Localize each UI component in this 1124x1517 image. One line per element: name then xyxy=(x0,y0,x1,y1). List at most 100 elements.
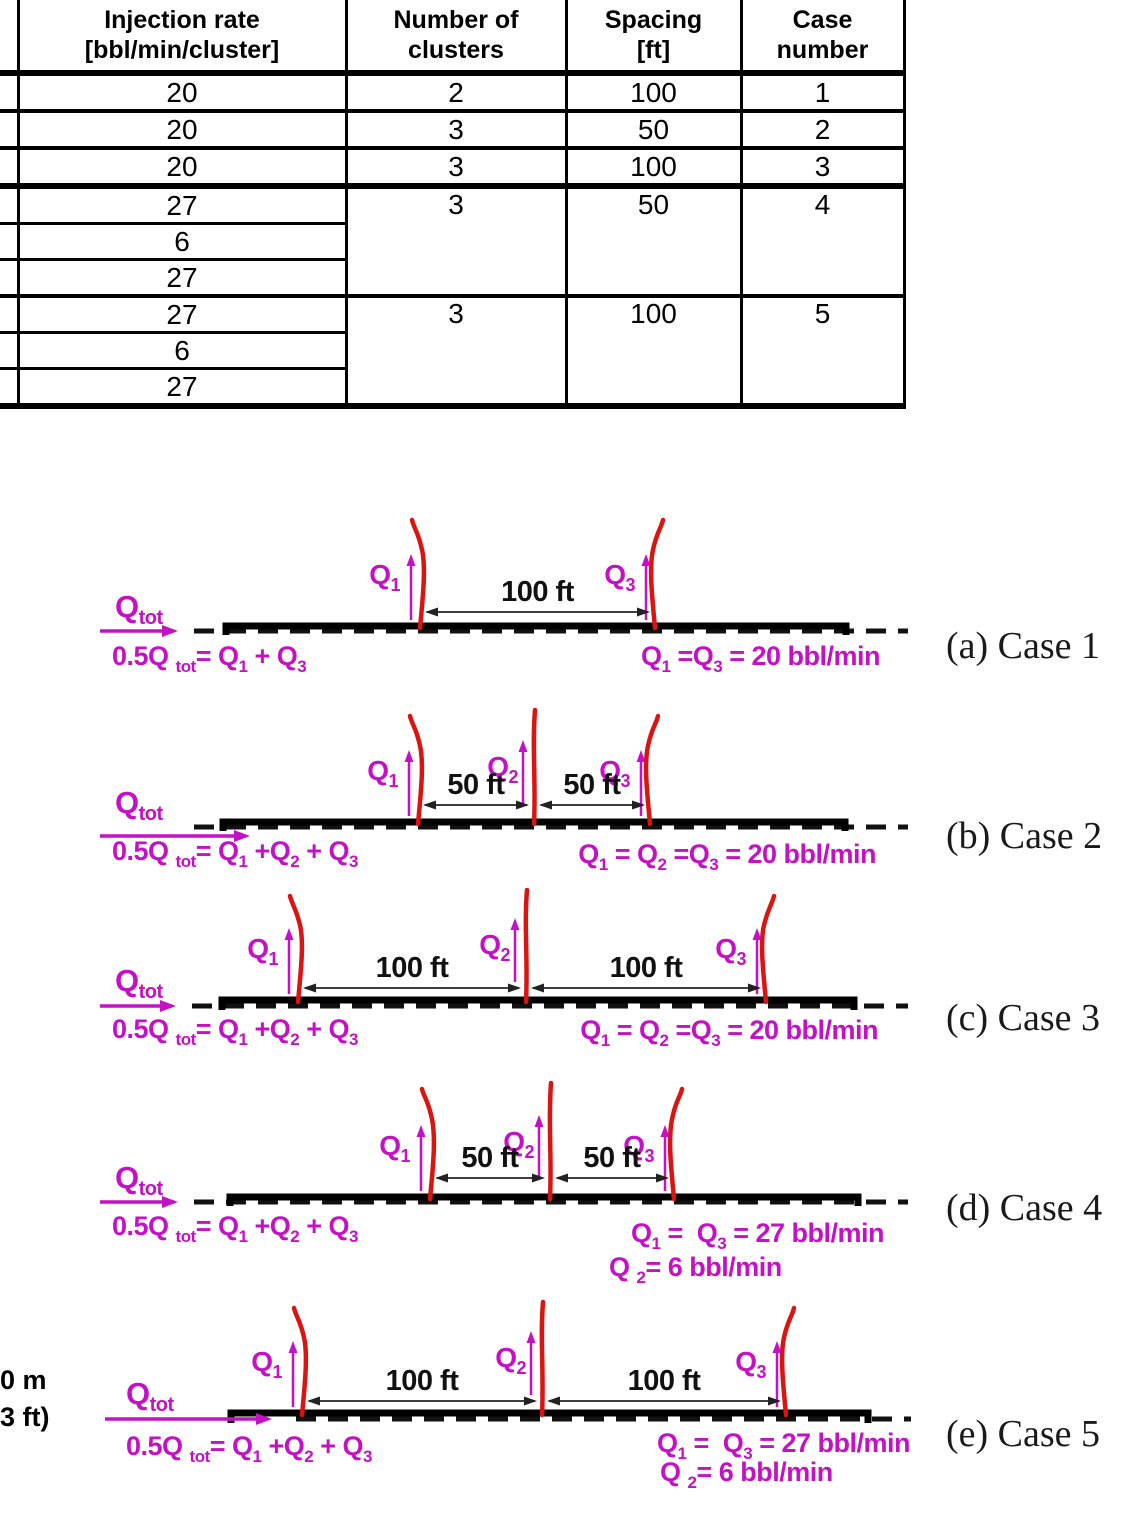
rate-equality: Q1 = Q2 =Q3 = 20 bbl/min xyxy=(580,1015,878,1050)
rate-cell: 27 xyxy=(16,258,348,298)
wellbore-line xyxy=(227,1409,872,1423)
scale-note: 0 m 3 ft) xyxy=(0,1362,90,1436)
header-line: Injection rate xyxy=(104,6,260,34)
spacing-arrow-head xyxy=(435,1173,448,1183)
clusters-cell: 2 xyxy=(344,71,568,113)
case-caption: (a) Case 1 xyxy=(946,625,1100,667)
fracture-rate-arrow-head xyxy=(660,1125,670,1137)
spacing-arrow-head xyxy=(508,983,521,993)
fracture-curve xyxy=(667,1086,685,1202)
spacing-label: 50 ft xyxy=(583,1142,641,1174)
case-cell: 1 xyxy=(739,71,906,113)
flow-total-label: Qtot xyxy=(115,1160,164,1200)
scale-note-line1: 0 m xyxy=(0,1365,47,1395)
spacing-arrow-head xyxy=(768,1396,781,1406)
spacing-arrow-head xyxy=(632,800,645,810)
fracture-curve xyxy=(547,1080,554,1202)
stub-cell xyxy=(0,331,20,370)
fracture-rate-label: Q2 xyxy=(503,1126,534,1162)
cases-table: Injection rate [bbl/min/cluster] Number o… xyxy=(0,0,906,409)
spacing-cell: 100 xyxy=(564,146,743,189)
spacing-cell: 50 xyxy=(564,109,743,150)
fracture-rate-label: Q2 xyxy=(479,929,510,965)
fracture-rate-arrow-head xyxy=(534,1115,544,1127)
fracture-rate-label: Q1 xyxy=(379,1130,410,1166)
fracture-rate-arrow-head xyxy=(406,554,416,566)
clusters-cell: 3 xyxy=(344,294,568,409)
rate-equality: Q1 = Q3 = 27 bbl/min xyxy=(657,1428,910,1463)
spacing-arrow-head xyxy=(524,1396,537,1406)
flow-split-formula: 0.5Q tot= Q1 +Q2 + Q3 xyxy=(112,1014,358,1049)
spacing-arrow-head xyxy=(303,983,316,993)
case-caption: (e) Case 5 xyxy=(946,1413,1100,1455)
spacing-arrow-head xyxy=(531,983,544,993)
fracture-curve xyxy=(291,1305,309,1418)
spacing-label: 50 ft xyxy=(563,769,621,801)
table-header-row: Injection rate [bbl/min/cluster] Number o… xyxy=(0,0,906,76)
flow-split-formula: 0.5Q tot= Q1 +Q2 + Q3 xyxy=(126,1431,372,1466)
fracture-curve xyxy=(407,713,425,827)
case-caption: (b) Case 2 xyxy=(946,815,1102,857)
stub-cell xyxy=(0,367,20,409)
diagram-e: Qtot Q1 Q2 Q3 100 ft 100 ft 0.5Q tot= Q1 +Q2 +… xyxy=(105,1299,1100,1492)
header-line: Case xyxy=(792,6,853,34)
wellbore-line xyxy=(222,622,850,635)
fracture-rate-arrow-head xyxy=(641,554,651,566)
stub-cell xyxy=(0,71,20,113)
fracture-curve xyxy=(539,1299,546,1418)
col-header-number-of-clusters: Number of clusters xyxy=(344,0,568,76)
case-cell: 3 xyxy=(739,146,906,189)
spacing-cell: 50 xyxy=(564,184,743,298)
fracture-curve xyxy=(648,517,666,631)
spacing-arrow-head xyxy=(539,800,552,810)
spacing-label: 50 ft xyxy=(461,1142,519,1174)
rate-cell: 20 xyxy=(16,146,348,189)
spacing-arrow-head xyxy=(307,1396,320,1406)
fracture-rate-label: Q2 xyxy=(495,1342,526,1378)
scale-note-line2: 3 ft) xyxy=(0,1402,50,1432)
rate-equality: Q1 = Q2 =Q3 = 20 bbl/min xyxy=(578,839,876,874)
fracture-rate-label: Q3 xyxy=(604,559,635,595)
spacing-label: 100 ft xyxy=(610,952,684,984)
stub-cell xyxy=(0,109,20,150)
header-line: Number of xyxy=(393,6,519,34)
flow-total-label: Qtot xyxy=(126,1376,175,1416)
col-header-case-number: Case number xyxy=(739,0,906,76)
flow-split-formula: 0.5Q tot= Q1 + Q3 xyxy=(112,641,306,676)
wellbore-line xyxy=(218,996,858,1010)
table-row-case-4: 6 xyxy=(0,222,904,261)
clusters-cell: 3 xyxy=(344,109,568,150)
spacing-arrow-head xyxy=(532,1173,545,1183)
fracture-rate-arrow-head xyxy=(288,1341,298,1353)
fracture-curve xyxy=(759,893,777,1005)
header-line: [ft] xyxy=(636,36,671,64)
fracture-rate-arrow-head xyxy=(416,1125,426,1137)
table-row-case-1: 20 2 100 1 xyxy=(0,71,906,113)
stub-cell xyxy=(0,146,20,189)
col-header-spacing: Spacing [ft] xyxy=(564,0,743,76)
spacing-cell: 100 xyxy=(564,71,743,113)
fracture-rate-label: Q3 xyxy=(715,933,746,969)
flow-split-formula: 0.5Q tot= Q1 +Q2 + Q3 xyxy=(112,1211,358,1246)
case-caption: (c) Case 3 xyxy=(946,997,1100,1039)
fracture-curve xyxy=(287,893,305,1005)
spacing-arrow-head xyxy=(637,607,650,617)
table-row-case-4: 27 3 50 4 xyxy=(0,184,906,298)
header-line: number xyxy=(776,36,869,64)
fracture-rate-label: Q1 xyxy=(369,559,400,595)
fracture-rate-label: Q3 xyxy=(599,755,630,791)
case-cell: 5 xyxy=(739,294,906,409)
spacing-label: 50 ft xyxy=(447,769,505,801)
flow-total-arrow-head xyxy=(162,1196,178,1208)
case-cell: 4 xyxy=(739,184,906,298)
fracture-rate-arrow-head xyxy=(510,918,520,930)
spacing-arrow-head xyxy=(423,800,436,810)
table-row-case-3: 20 3 100 3 xyxy=(0,146,906,189)
rate-equality: Q1 =Q3 = 20 bbl/min xyxy=(641,641,880,676)
fracture-rate-arrow-head xyxy=(752,928,762,940)
rate-cell: 27 xyxy=(16,184,348,225)
rate-cell: 27 xyxy=(16,294,348,334)
